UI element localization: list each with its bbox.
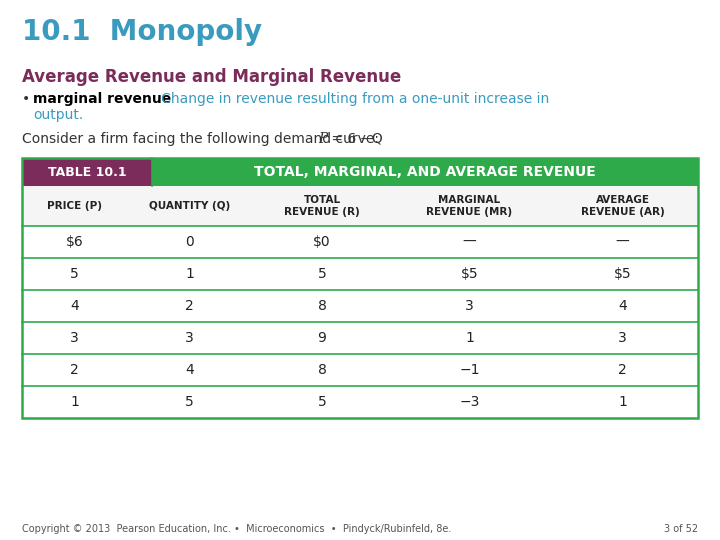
Text: MARGINAL
REVENUE (MR): MARGINAL REVENUE (MR) bbox=[426, 195, 513, 217]
Text: 3: 3 bbox=[185, 331, 194, 345]
Text: —: — bbox=[616, 235, 629, 249]
Text: 2: 2 bbox=[618, 363, 627, 377]
Text: 3: 3 bbox=[618, 331, 627, 345]
FancyBboxPatch shape bbox=[22, 290, 698, 322]
Text: 8: 8 bbox=[318, 299, 326, 313]
Text: 4: 4 bbox=[70, 299, 79, 313]
FancyBboxPatch shape bbox=[22, 186, 698, 226]
FancyBboxPatch shape bbox=[22, 158, 152, 186]
Text: AVERAGE
REVENUE (AR): AVERAGE REVENUE (AR) bbox=[580, 195, 665, 217]
FancyBboxPatch shape bbox=[22, 322, 698, 354]
Text: 9: 9 bbox=[318, 331, 326, 345]
Text: marginal revenue: marginal revenue bbox=[33, 92, 171, 106]
Text: 1: 1 bbox=[185, 267, 194, 281]
Text: 2: 2 bbox=[70, 363, 79, 377]
Text: P: P bbox=[318, 132, 328, 146]
Text: $0: $0 bbox=[313, 235, 330, 249]
Text: Change in revenue resulting from a one-unit increase in: Change in revenue resulting from a one-u… bbox=[148, 92, 549, 106]
Text: TOTAL, MARGINAL, AND AVERAGE REVENUE: TOTAL, MARGINAL, AND AVERAGE REVENUE bbox=[254, 165, 596, 179]
Text: 5: 5 bbox=[318, 395, 326, 409]
Text: output.: output. bbox=[33, 108, 84, 122]
Text: 8: 8 bbox=[318, 363, 326, 377]
Text: 10.1  Monopoly: 10.1 Monopoly bbox=[22, 18, 262, 46]
Text: —: — bbox=[463, 235, 477, 249]
FancyBboxPatch shape bbox=[22, 226, 698, 258]
Text: −3: −3 bbox=[459, 395, 480, 409]
Text: PRICE (P): PRICE (P) bbox=[47, 201, 102, 211]
Text: 2: 2 bbox=[185, 299, 194, 313]
Text: $6: $6 bbox=[66, 235, 84, 249]
Text: 1: 1 bbox=[70, 395, 79, 409]
Text: 1: 1 bbox=[465, 331, 474, 345]
Text: 4: 4 bbox=[185, 363, 194, 377]
FancyBboxPatch shape bbox=[22, 258, 698, 290]
Text: 3: 3 bbox=[70, 331, 79, 345]
Text: 4: 4 bbox=[618, 299, 627, 313]
Text: 1: 1 bbox=[618, 395, 627, 409]
Text: 5: 5 bbox=[185, 395, 194, 409]
Text: Copyright © 2013  Pearson Education, Inc. •  Microeconomics  •  Pindyck/Rubinfel: Copyright © 2013 Pearson Education, Inc.… bbox=[22, 524, 451, 534]
Text: •: • bbox=[22, 92, 30, 106]
Text: 3 of 52: 3 of 52 bbox=[664, 524, 698, 534]
FancyBboxPatch shape bbox=[152, 158, 698, 186]
Text: Average Revenue and Marginal Revenue: Average Revenue and Marginal Revenue bbox=[22, 68, 401, 86]
Text: $5: $5 bbox=[461, 267, 478, 281]
Text: 5: 5 bbox=[70, 267, 79, 281]
Text: 0: 0 bbox=[185, 235, 194, 249]
FancyBboxPatch shape bbox=[22, 386, 698, 418]
Text: $5: $5 bbox=[613, 267, 631, 281]
Text: = 6 – Q: = 6 – Q bbox=[327, 132, 383, 146]
Text: −1: −1 bbox=[459, 363, 480, 377]
Text: Consider a firm facing the following demand curve:: Consider a firm facing the following dem… bbox=[22, 132, 388, 146]
FancyBboxPatch shape bbox=[22, 354, 698, 386]
Text: TOTAL
REVENUE (R): TOTAL REVENUE (R) bbox=[284, 195, 360, 217]
Text: 3: 3 bbox=[465, 299, 474, 313]
Text: TABLE 10.1: TABLE 10.1 bbox=[48, 165, 126, 179]
Text: QUANTITY (Q): QUANTITY (Q) bbox=[149, 201, 230, 211]
Text: 5: 5 bbox=[318, 267, 326, 281]
